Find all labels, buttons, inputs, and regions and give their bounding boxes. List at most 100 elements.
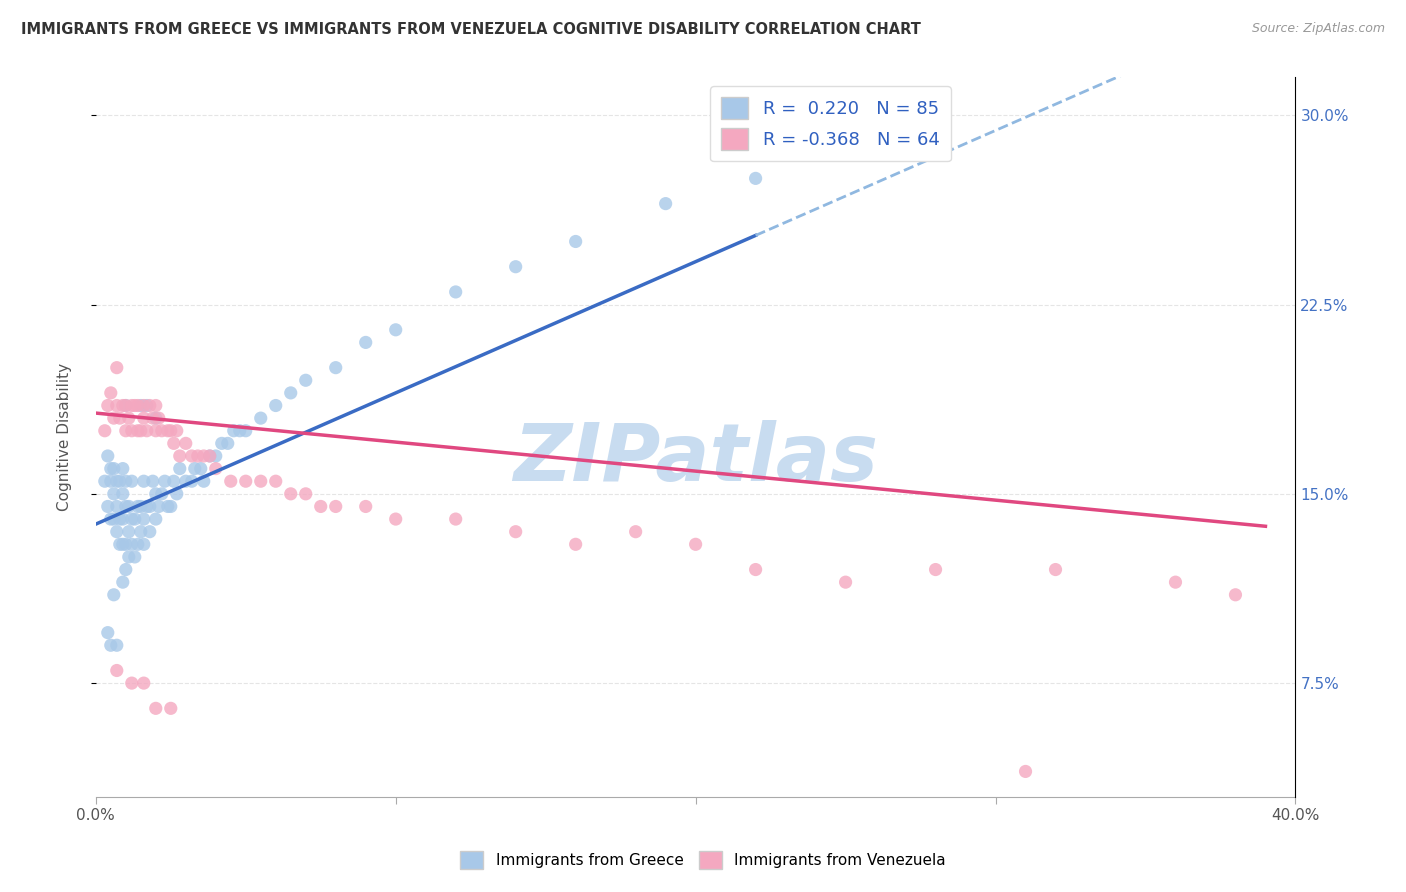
- Point: [294, 487, 316, 501]
- Text: IMMIGRANTS FROM GREECE VS IMMIGRANTS FROM VENEZUELA COGNITIVE DISABILITY CORRELA: IMMIGRANTS FROM GREECE VS IMMIGRANTS FRO…: [21, 22, 921, 37]
- Point: [444, 285, 467, 299]
- Point: [169, 461, 191, 475]
- Point: [159, 424, 181, 438]
- Point: [108, 512, 131, 526]
- Point: [564, 235, 586, 249]
- Point: [105, 638, 128, 652]
- Point: [127, 399, 149, 413]
- Point: [94, 474, 117, 488]
- Point: [139, 500, 162, 514]
- Point: [184, 461, 207, 475]
- Point: [174, 436, 197, 450]
- Point: [105, 360, 128, 375]
- Point: [135, 424, 157, 438]
- Point: [187, 449, 209, 463]
- Point: [121, 537, 143, 551]
- Point: [924, 563, 946, 577]
- Point: [114, 399, 136, 413]
- Point: [132, 537, 155, 551]
- Point: [121, 512, 143, 526]
- Point: [111, 487, 134, 501]
- Point: [169, 449, 191, 463]
- Point: [127, 500, 149, 514]
- Point: [124, 399, 146, 413]
- Point: [127, 424, 149, 438]
- Point: [624, 524, 647, 539]
- Point: [135, 500, 157, 514]
- Point: [180, 474, 202, 488]
- Point: [105, 474, 128, 488]
- Point: [121, 474, 143, 488]
- Point: [280, 385, 302, 400]
- Point: [204, 449, 226, 463]
- Point: [384, 323, 406, 337]
- Point: [129, 500, 152, 514]
- Point: [111, 512, 134, 526]
- Point: [100, 512, 122, 526]
- Point: [1045, 563, 1067, 577]
- Point: [97, 449, 120, 463]
- Point: [97, 399, 120, 413]
- Point: [235, 424, 257, 438]
- Point: [564, 537, 586, 551]
- Point: [145, 487, 167, 501]
- Point: [309, 500, 332, 514]
- Point: [204, 461, 226, 475]
- Point: [135, 399, 157, 413]
- Point: [121, 399, 143, 413]
- Point: [744, 171, 766, 186]
- Point: [249, 474, 271, 488]
- Point: [156, 424, 179, 438]
- Point: [108, 411, 131, 425]
- Point: [193, 449, 215, 463]
- Point: [118, 411, 141, 425]
- Point: [654, 196, 676, 211]
- Point: [163, 474, 186, 488]
- Point: [505, 260, 527, 274]
- Point: [145, 424, 167, 438]
- Point: [211, 436, 233, 450]
- Point: [114, 500, 136, 514]
- Point: [114, 424, 136, 438]
- Point: [111, 461, 134, 475]
- Point: [685, 537, 707, 551]
- Point: [94, 424, 117, 438]
- Point: [744, 563, 766, 577]
- Point: [354, 335, 377, 350]
- Point: [198, 449, 221, 463]
- Point: [105, 664, 128, 678]
- Point: [193, 474, 215, 488]
- Point: [100, 461, 122, 475]
- Point: [1014, 764, 1036, 779]
- Point: [1164, 575, 1187, 590]
- Point: [229, 424, 252, 438]
- Point: [129, 399, 152, 413]
- Point: [129, 524, 152, 539]
- Point: [124, 549, 146, 564]
- Point: [127, 537, 149, 551]
- Point: [142, 411, 165, 425]
- Point: [103, 588, 125, 602]
- Point: [103, 512, 125, 526]
- Point: [108, 537, 131, 551]
- Point: [111, 575, 134, 590]
- Point: [105, 399, 128, 413]
- Point: [145, 399, 167, 413]
- Point: [264, 399, 287, 413]
- Point: [111, 399, 134, 413]
- Point: [150, 424, 173, 438]
- Point: [325, 360, 347, 375]
- Point: [132, 512, 155, 526]
- Point: [100, 385, 122, 400]
- Point: [103, 487, 125, 501]
- Point: [354, 500, 377, 514]
- Point: [124, 512, 146, 526]
- Point: [166, 424, 188, 438]
- Point: [118, 524, 141, 539]
- Point: [118, 500, 141, 514]
- Point: [159, 500, 181, 514]
- Legend: Immigrants from Greece, Immigrants from Venezuela: Immigrants from Greece, Immigrants from …: [454, 845, 952, 875]
- Point: [219, 474, 242, 488]
- Point: [325, 500, 347, 514]
- Point: [100, 638, 122, 652]
